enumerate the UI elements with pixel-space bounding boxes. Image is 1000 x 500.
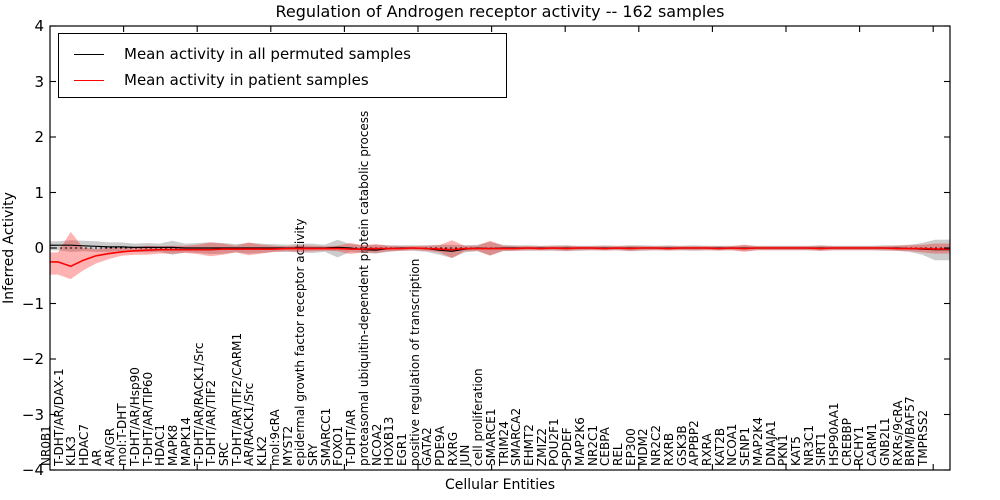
- y-tick-label: −2: [21, 350, 44, 368]
- y-tick-label: 0: [34, 239, 44, 257]
- permuted-line-sample-icon: [74, 53, 104, 55]
- patient-line-sample-icon: [74, 79, 104, 81]
- legend-entry-patient: Mean activity in patient samples: [59, 67, 506, 93]
- y-tick-label: 1: [34, 183, 44, 202]
- x-axis-label: Cellular Entities: [444, 477, 556, 493]
- chart-title: Regulation of Androgen receptor activity…: [275, 2, 725, 21]
- y-tick-label: −3: [21, 405, 44, 424]
- y-tick-label: −1: [21, 294, 44, 313]
- legend-label-permuted: Mean activity in all permuted samples: [124, 45, 411, 63]
- y-tick-label: 3: [34, 72, 44, 91]
- legend-entry-permuted: Mean activity in all permuted samples: [59, 41, 506, 67]
- y-tick-label: −4: [21, 461, 44, 479]
- y-tick-label: 2: [34, 128, 44, 146]
- legend-label-patient: Mean activity in patient samples: [124, 71, 369, 89]
- legend: Mean activity in all permuted samples Me…: [58, 33, 507, 98]
- y-tick-label: 4: [34, 17, 44, 35]
